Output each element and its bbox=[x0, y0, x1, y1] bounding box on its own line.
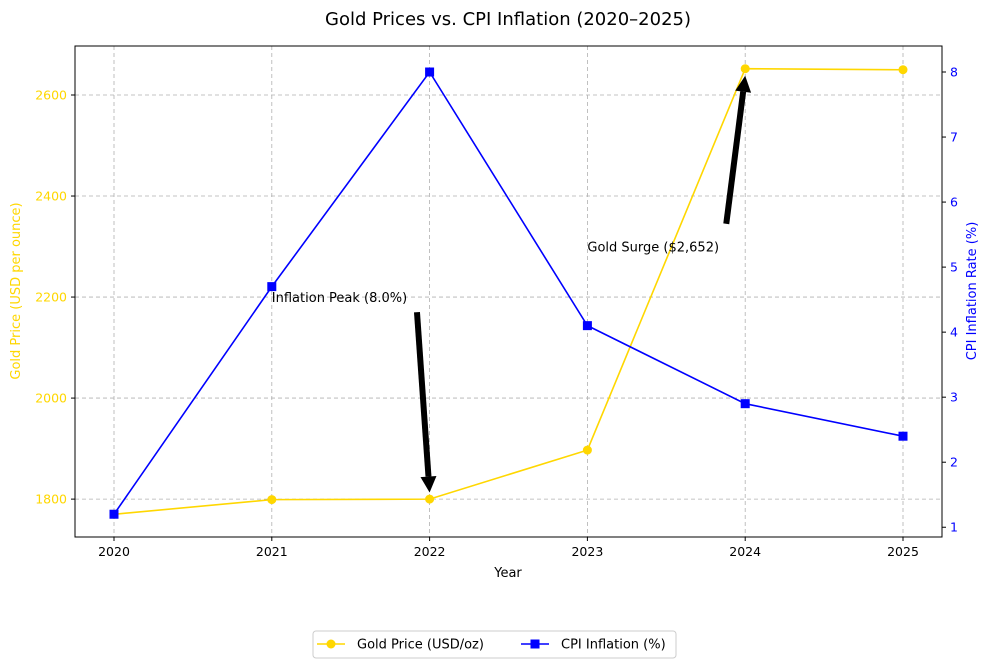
annotation-text: Inflation Peak (8.0%) bbox=[272, 291, 407, 306]
annotation-layer: Inflation Peak (8.0%) Gold Surge ($2,652) bbox=[272, 75, 752, 493]
data-point-circle bbox=[425, 494, 435, 504]
y-right-tick-label: 2 bbox=[950, 455, 958, 470]
plot-frame bbox=[74, 45, 943, 538]
y-left-axis-ticks: 1800 2000 2200 2400 2600 bbox=[35, 87, 75, 507]
data-point-square bbox=[109, 509, 119, 519]
y-left-tick-label: 2400 bbox=[35, 189, 67, 204]
x-tick-label: 2024 bbox=[729, 544, 761, 559]
legend: Gold Price (USD/oz) CPI Inflation (%) bbox=[312, 630, 677, 659]
legend-frame bbox=[312, 630, 677, 659]
annotation-text: Gold Surge ($2,652) bbox=[587, 241, 719, 256]
y-right-tick-label: 5 bbox=[950, 260, 958, 275]
series-line-2 bbox=[113, 70, 904, 515]
y-left-tick-label: 2600 bbox=[35, 87, 67, 102]
y-right-tick-label: 4 bbox=[950, 325, 958, 340]
annotation-arrow-shaft bbox=[723, 91, 747, 225]
x-tick-label: 2025 bbox=[887, 544, 919, 559]
data-point-square bbox=[267, 282, 277, 292]
data-point-circle bbox=[267, 495, 277, 505]
annotation-arrow-shaft bbox=[413, 312, 432, 477]
y-left-tick-label: 2000 bbox=[35, 391, 67, 406]
grid-lines bbox=[75, 46, 942, 537]
data-point-circle bbox=[582, 445, 592, 455]
x-tick-label: 2023 bbox=[571, 544, 603, 559]
data-point-square bbox=[582, 321, 592, 331]
data-point-square bbox=[425, 67, 435, 77]
legend-marker-circle bbox=[326, 639, 336, 649]
y-right-tick-label: 3 bbox=[950, 390, 958, 405]
y-left-tick-label: 2200 bbox=[35, 290, 67, 305]
x-axis-label: Year bbox=[493, 566, 522, 581]
x-tick-label: 2022 bbox=[414, 544, 446, 559]
data-point-circle bbox=[898, 65, 908, 75]
data-point-circle bbox=[740, 64, 750, 74]
y-right-axis-ticks: 1 2 3 4 5 6 7 8 bbox=[942, 65, 958, 535]
data-point-square bbox=[740, 399, 750, 409]
legend-marker-square bbox=[530, 639, 540, 649]
series-layer bbox=[109, 64, 908, 519]
y-right-tick-label: 6 bbox=[950, 195, 958, 210]
x-tick-label: 2021 bbox=[256, 544, 288, 559]
y-right-axis-label: CPI Inflation Rate (%) bbox=[965, 222, 980, 361]
chart-title: Gold Prices vs. CPI Inflation (2020–2025… bbox=[325, 9, 691, 30]
y-right-tick-label: 1 bbox=[950, 520, 958, 535]
y-left-axis-label: Gold Price (USD per ounce) bbox=[9, 202, 24, 379]
y-right-tick-label: 7 bbox=[950, 130, 958, 145]
y-left-tick-label: 1800 bbox=[35, 492, 67, 507]
data-point-square bbox=[898, 431, 908, 441]
legend-label: CPI Inflation (%) bbox=[561, 638, 666, 653]
legend-label: Gold Price (USD/oz) bbox=[357, 638, 484, 653]
y-right-tick-label: 8 bbox=[950, 65, 958, 80]
series-line-1 bbox=[113, 67, 904, 516]
x-tick-label: 2020 bbox=[98, 544, 130, 559]
x-axis-ticks: 2020 2021 2022 2023 2024 2025 bbox=[98, 537, 919, 559]
annotation-arrow-head bbox=[420, 476, 437, 493]
annotation-arrow-head bbox=[735, 75, 752, 93]
